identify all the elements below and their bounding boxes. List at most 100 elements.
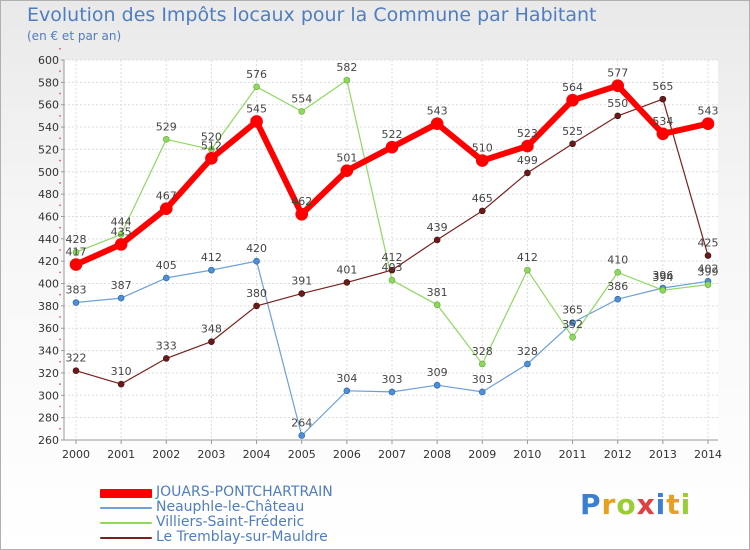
point-le-tremblay-sur-mauldre xyxy=(478,207,486,215)
point-villiers-saint-fr-deric xyxy=(524,266,531,274)
data-label-jouars-pontchartrain: 545 xyxy=(246,102,267,115)
data-label-villiers-saint-fr-deric: 576 xyxy=(246,68,267,81)
x-tick-label: 2010 xyxy=(513,448,541,461)
point-villiers-saint-fr-deric xyxy=(298,108,306,115)
data-label-le-tremblay-sur-mauldre: 499 xyxy=(517,154,538,167)
data-label-neauphle-le-ch-teau: 402 xyxy=(698,262,719,275)
point-neauphle-le-ch-teau xyxy=(614,295,622,303)
data-label-neauphle-le-ch-teau: 387 xyxy=(111,279,132,292)
x-tick-label: 2002 xyxy=(152,448,180,461)
data-label-villiers-saint-fr-deric: 403 xyxy=(382,261,403,274)
point-neauphle-le-ch-teau xyxy=(298,432,306,439)
data-label-le-tremblay-sur-mauldre: 401 xyxy=(336,263,357,276)
y-tick-label: 320 xyxy=(38,367,59,380)
data-label-villiers-saint-fr-deric: 381 xyxy=(427,286,448,299)
legend-swatch xyxy=(100,522,152,524)
point-le-tremblay-sur-mauldre xyxy=(162,355,170,362)
x-tick-label: 2005 xyxy=(288,448,316,461)
point-neauphle-le-ch-teau xyxy=(569,319,576,326)
data-label-neauphle-le-ch-teau: 396 xyxy=(652,269,673,282)
point-neauphle-le-ch-teau xyxy=(388,388,396,396)
point-neauphle-le-ch-teau xyxy=(524,360,531,368)
data-label-jouars-pontchartrain: 462 xyxy=(291,195,312,208)
data-label-neauphle-le-ch-teau: 386 xyxy=(607,280,628,293)
point-le-tremblay-sur-mauldre xyxy=(433,236,441,244)
point-le-tremblay-sur-mauldre xyxy=(117,380,125,388)
proxiti-logo: Proxiti xyxy=(580,488,692,521)
point-le-tremblay-sur-mauldre xyxy=(253,302,260,310)
x-tick-label: 2004 xyxy=(243,448,271,461)
data-label-villiers-saint-fr-deric: 399 xyxy=(698,266,719,279)
legend-swatch xyxy=(100,537,152,539)
point-villiers-saint-fr-deric xyxy=(433,301,441,309)
data-label-le-tremblay-sur-mauldre: 310 xyxy=(111,365,132,378)
data-label-le-tremblay-sur-mauldre: 322 xyxy=(66,352,87,365)
x-tick-label: 2014 xyxy=(694,448,722,461)
point-le-tremblay-sur-mauldre xyxy=(659,95,667,103)
point-jouars-pontchartrain xyxy=(205,152,218,165)
legend-label: Villiers-Saint-Fréderic xyxy=(156,514,305,530)
data-label-jouars-pontchartrain: 512 xyxy=(201,139,222,152)
point-jouars-pontchartrain xyxy=(69,258,83,271)
data-label-jouars-pontchartrain: 564 xyxy=(562,81,583,94)
point-neauphle-le-ch-teau xyxy=(162,274,170,282)
data-label-le-tremblay-sur-mauldre: 380 xyxy=(246,287,267,300)
data-label-neauphle-le-ch-teau: 420 xyxy=(246,242,267,255)
point-neauphle-le-ch-teau xyxy=(253,257,260,265)
data-label-villiers-saint-fr-deric: 412 xyxy=(517,251,538,264)
y-minor-tick xyxy=(59,293,61,296)
legend-swatch xyxy=(100,488,152,498)
y-minor-tick xyxy=(59,405,61,408)
x-tick-label: 2013 xyxy=(649,448,677,461)
data-label-neauphle-le-ch-teau: 383 xyxy=(66,284,87,297)
data-label-jouars-pontchartrain: 534 xyxy=(652,115,673,128)
point-le-tremblay-sur-mauldre xyxy=(569,140,576,148)
data-label-le-tremblay-sur-mauldre: 465 xyxy=(472,192,493,205)
point-le-tremblay-sur-mauldre xyxy=(72,367,80,375)
data-label-le-tremblay-sur-mauldre: 348 xyxy=(201,323,222,336)
data-label-neauphle-le-ch-teau: 264 xyxy=(291,417,312,430)
data-label-villiers-saint-fr-deric: 410 xyxy=(607,253,628,266)
y-minor-tick xyxy=(59,226,61,229)
point-jouars-pontchartrain xyxy=(340,164,354,177)
chart-subtitle: (en € et par an) xyxy=(27,29,122,43)
data-label-jouars-pontchartrain: 543 xyxy=(698,105,719,118)
y-tick-label: 500 xyxy=(38,166,59,179)
data-label-jouars-pontchartrain: 501 xyxy=(336,152,357,165)
data-label-villiers-saint-fr-deric: 554 xyxy=(291,92,312,105)
point-le-tremblay-sur-mauldre xyxy=(208,338,215,345)
data-label-jouars-pontchartrain: 522 xyxy=(382,128,403,141)
point-le-tremblay-sur-mauldre xyxy=(343,279,351,286)
data-label-le-tremblay-sur-mauldre: 333 xyxy=(156,339,177,352)
point-villiers-saint-fr-deric xyxy=(569,333,576,341)
point-villiers-saint-fr-deric xyxy=(253,83,260,91)
point-jouars-pontchartrain xyxy=(430,117,444,131)
data-label-villiers-saint-fr-deric: 520 xyxy=(201,130,222,143)
y-minor-tick xyxy=(59,271,61,274)
y-tick-label: 340 xyxy=(38,345,59,358)
y-minor-tick xyxy=(59,159,61,162)
y-tick-label: 360 xyxy=(38,322,59,335)
x-tick-label: 2006 xyxy=(333,448,361,461)
point-jouars-pontchartrain xyxy=(295,207,309,221)
point-jouars-pontchartrain xyxy=(250,115,263,128)
y-tick-label: 580 xyxy=(38,76,59,89)
y-tick-label: 280 xyxy=(38,412,59,425)
data-label-le-tremblay-sur-mauldre: 412 xyxy=(382,251,403,264)
legend-label: JOUARS-PONTCHARTRAIN xyxy=(156,484,333,500)
x-tick-label: 2009 xyxy=(468,448,496,461)
legend-label: Neauphle-le-Château xyxy=(156,499,305,515)
y-tick-label: 260 xyxy=(38,434,59,447)
data-label-jouars-pontchartrain: 435 xyxy=(111,225,132,238)
data-label-villiers-saint-fr-deric: 352 xyxy=(562,318,583,331)
y-minor-tick xyxy=(59,182,61,184)
y-minor-tick xyxy=(59,383,61,386)
point-le-tremblay-sur-mauldre xyxy=(388,266,396,274)
y-minor-tick xyxy=(59,316,61,318)
y-minor-tick xyxy=(59,47,61,50)
data-label-neauphle-le-ch-teau: 412 xyxy=(201,251,222,264)
point-villiers-saint-fr-deric xyxy=(659,286,667,294)
point-jouars-pontchartrain xyxy=(521,139,534,153)
data-label-neauphle-le-ch-teau: 304 xyxy=(336,372,357,385)
